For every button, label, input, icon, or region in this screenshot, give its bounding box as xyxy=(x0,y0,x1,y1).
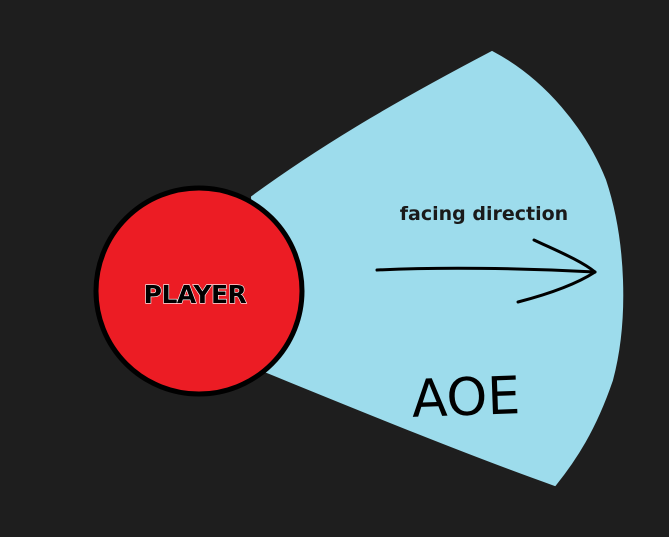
player-label: PLAYER xyxy=(144,280,247,309)
aoe-label: AOE xyxy=(411,366,521,430)
facing-direction-label: facing direction xyxy=(400,203,568,225)
facing-direction-arrow xyxy=(375,266,597,274)
arrow-head xyxy=(516,238,597,304)
player-circle xyxy=(93,185,305,397)
